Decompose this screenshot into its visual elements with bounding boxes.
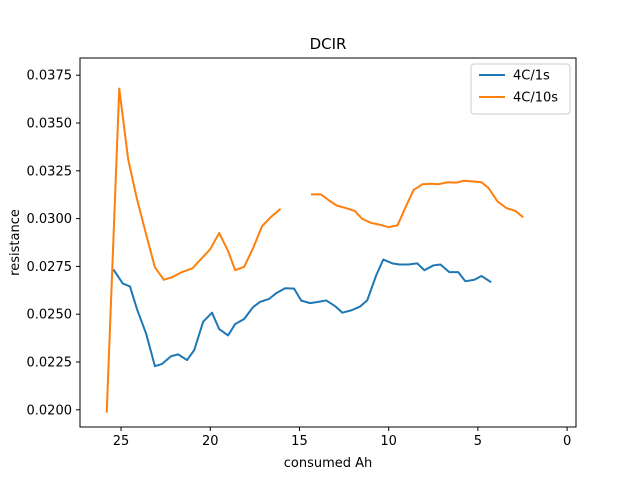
y-tick-label: 0.0275 [27, 260, 73, 275]
legend: 4C/1s 4C/10s [470, 63, 571, 115]
x-tick-label: 15 [291, 434, 308, 449]
chart-title: DCIR [310, 35, 347, 53]
axes-frame [79, 57, 577, 428]
x-tick-label: 25 [113, 434, 130, 449]
x-tick-label: 10 [380, 434, 397, 449]
x-axis: 25 20 15 10 5 0 [113, 427, 571, 449]
y-axis-title: resistance [8, 209, 23, 276]
y-tick-label: 0.0200 [27, 403, 73, 418]
y-axis: 0.0200 0.0225 0.0250 0.0275 0.0300 0.0325 0.03… [27, 69, 80, 418]
y-tick-label: 0.0225 [27, 355, 73, 370]
series-line-1 [112, 258, 492, 368]
y-tick-label: 0.0250 [27, 308, 73, 323]
legend-label: 4C/10s [513, 91, 558, 106]
legend-box [470, 63, 571, 115]
y-tick-label: 0.0325 [27, 164, 73, 179]
series-line-2 [105, 87, 282, 413]
series-layer [105, 87, 524, 413]
x-tick-label: 20 [202, 434, 219, 449]
x-tick-label: 5 [474, 434, 482, 449]
x-tick-label: 0 [563, 434, 571, 449]
y-tick-label: 0.0375 [27, 69, 73, 84]
series-line-2 [310, 179, 524, 229]
x-axis-title: consumed Ah [284, 456, 373, 471]
y-tick-label: 0.0350 [27, 117, 73, 132]
y-tick-label: 0.0300 [27, 212, 73, 227]
legend-label: 4C/1s [513, 69, 550, 84]
